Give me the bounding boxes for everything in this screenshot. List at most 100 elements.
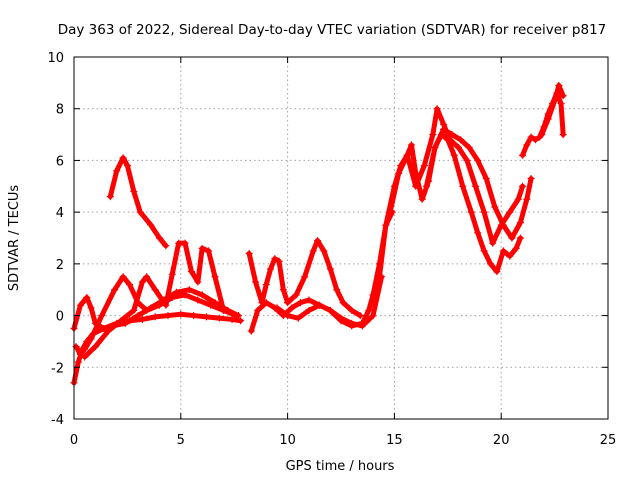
data-point-marker	[465, 144, 473, 151]
data-point-marker	[457, 136, 465, 144]
data-point-marker	[252, 278, 260, 286]
data-point-marker	[168, 270, 176, 278]
data-point-marker	[480, 208, 488, 216]
y-tick-label: -4	[51, 413, 64, 428]
data-point-marker	[81, 345, 89, 353]
data-point-marker	[493, 268, 501, 276]
series-line	[376, 132, 523, 280]
data-point-marker	[519, 182, 527, 190]
series-line	[520, 90, 566, 158]
data-point-marker	[119, 154, 127, 162]
data-point-marker	[181, 239, 189, 247]
data-point-marker	[333, 286, 341, 294]
data-point-marker	[538, 131, 546, 139]
data-point-marker	[527, 175, 535, 183]
data-series-arc-e	[81, 239, 228, 361]
y-tick-labels: -4 -2 0 2 4 6 8 10	[47, 51, 64, 428]
data-point-marker	[531, 136, 539, 144]
series-line	[423, 126, 534, 241]
data-point-marker	[284, 299, 292, 307]
data-point-marker	[431, 144, 439, 151]
data-point-marker	[91, 319, 99, 327]
data-point-marker	[557, 100, 565, 108]
data-series-arc-m	[538, 81, 567, 139]
data-point-marker	[190, 312, 198, 320]
data-point-marker	[245, 250, 253, 258]
data-point-marker	[187, 268, 195, 276]
data-point-marker	[326, 306, 334, 314]
data-point-marker	[83, 293, 91, 301]
y-tick-label: 0	[56, 310, 64, 325]
y-tick-label: 10	[47, 51, 64, 66]
data-point-marker	[164, 312, 172, 320]
data-point-marker	[301, 273, 309, 281]
data-point-marker	[147, 304, 155, 312]
data-point-marker	[296, 299, 304, 307]
data-point-marker	[247, 327, 255, 335]
data-point-marker	[523, 195, 531, 203]
data-point-marker	[440, 125, 448, 133]
x-tick-label: 25	[600, 433, 617, 448]
data-point-marker	[551, 97, 559, 105]
data-point-marker	[559, 131, 567, 139]
data-point-marker	[305, 296, 313, 304]
data-point-marker	[326, 265, 334, 273]
data-point-marker	[106, 193, 114, 201]
data-point-marker	[134, 312, 142, 320]
x-axis-label: GPS time / hours	[286, 459, 395, 474]
data-point-marker	[467, 208, 475, 216]
data-point-marker	[487, 260, 495, 268]
data-series-arc-f	[245, 237, 364, 320]
data-point-marker	[151, 313, 159, 321]
data-point-marker	[463, 156, 471, 164]
data-point-marker	[555, 81, 563, 89]
data-point-marker	[273, 304, 281, 312]
data-point-marker	[474, 156, 482, 164]
data-point-marker	[459, 182, 467, 190]
data-point-marker	[358, 319, 366, 327]
data-point-marker	[339, 299, 347, 307]
data-point-marker	[288, 304, 296, 312]
data-point-marker	[119, 273, 127, 281]
data-series-arc-l	[519, 89, 567, 159]
data-series-arc-i	[375, 131, 524, 281]
data-point-marker	[147, 221, 155, 229]
data-point-marker	[254, 306, 262, 314]
data-point-marker	[138, 315, 146, 323]
data-point-marker	[433, 105, 441, 113]
data-point-marker	[100, 325, 108, 332]
data-point-marker	[130, 187, 138, 195]
y-tick-label: -2	[51, 361, 64, 376]
data-point-marker	[337, 317, 345, 325]
data-point-marker	[446, 136, 454, 144]
data-point-marker	[316, 301, 324, 309]
data-point-marker	[91, 343, 99, 351]
data-point-marker	[228, 315, 236, 323]
data-point-marker	[275, 257, 283, 265]
data-point-marker	[512, 244, 520, 252]
data-point-marker	[117, 317, 125, 325]
data-point-marker	[205, 247, 213, 255]
data-point-marker	[412, 182, 420, 190]
data-point-marker	[386, 208, 394, 216]
data-point-marker	[194, 278, 202, 286]
data-point-marker	[491, 203, 499, 211]
data-point-marker	[113, 167, 121, 175]
data-point-marker	[143, 273, 151, 281]
data-point-marker	[155, 234, 163, 242]
data-point-marker	[429, 131, 437, 139]
data-point-marker	[403, 151, 411, 159]
data-point-marker	[175, 239, 183, 247]
data-point-marker	[514, 195, 522, 203]
data-point-marker	[356, 312, 364, 320]
data-point-marker	[104, 327, 112, 335]
data-point-marker	[499, 247, 507, 255]
data-point-marker	[506, 208, 514, 216]
data-point-marker	[422, 182, 430, 190]
data-point-marker	[375, 273, 383, 281]
data-point-marker	[87, 335, 95, 343]
data-point-marker	[136, 208, 144, 216]
data-point-marker	[482, 175, 490, 183]
data-point-marker	[262, 281, 270, 289]
